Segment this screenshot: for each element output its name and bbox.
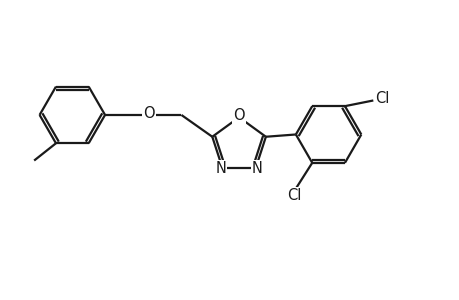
Text: O: O bbox=[233, 108, 244, 123]
Text: N: N bbox=[215, 161, 226, 176]
Text: N: N bbox=[252, 161, 263, 176]
Text: Cl: Cl bbox=[374, 92, 389, 106]
Text: O: O bbox=[143, 106, 154, 121]
Text: Cl: Cl bbox=[286, 188, 301, 203]
